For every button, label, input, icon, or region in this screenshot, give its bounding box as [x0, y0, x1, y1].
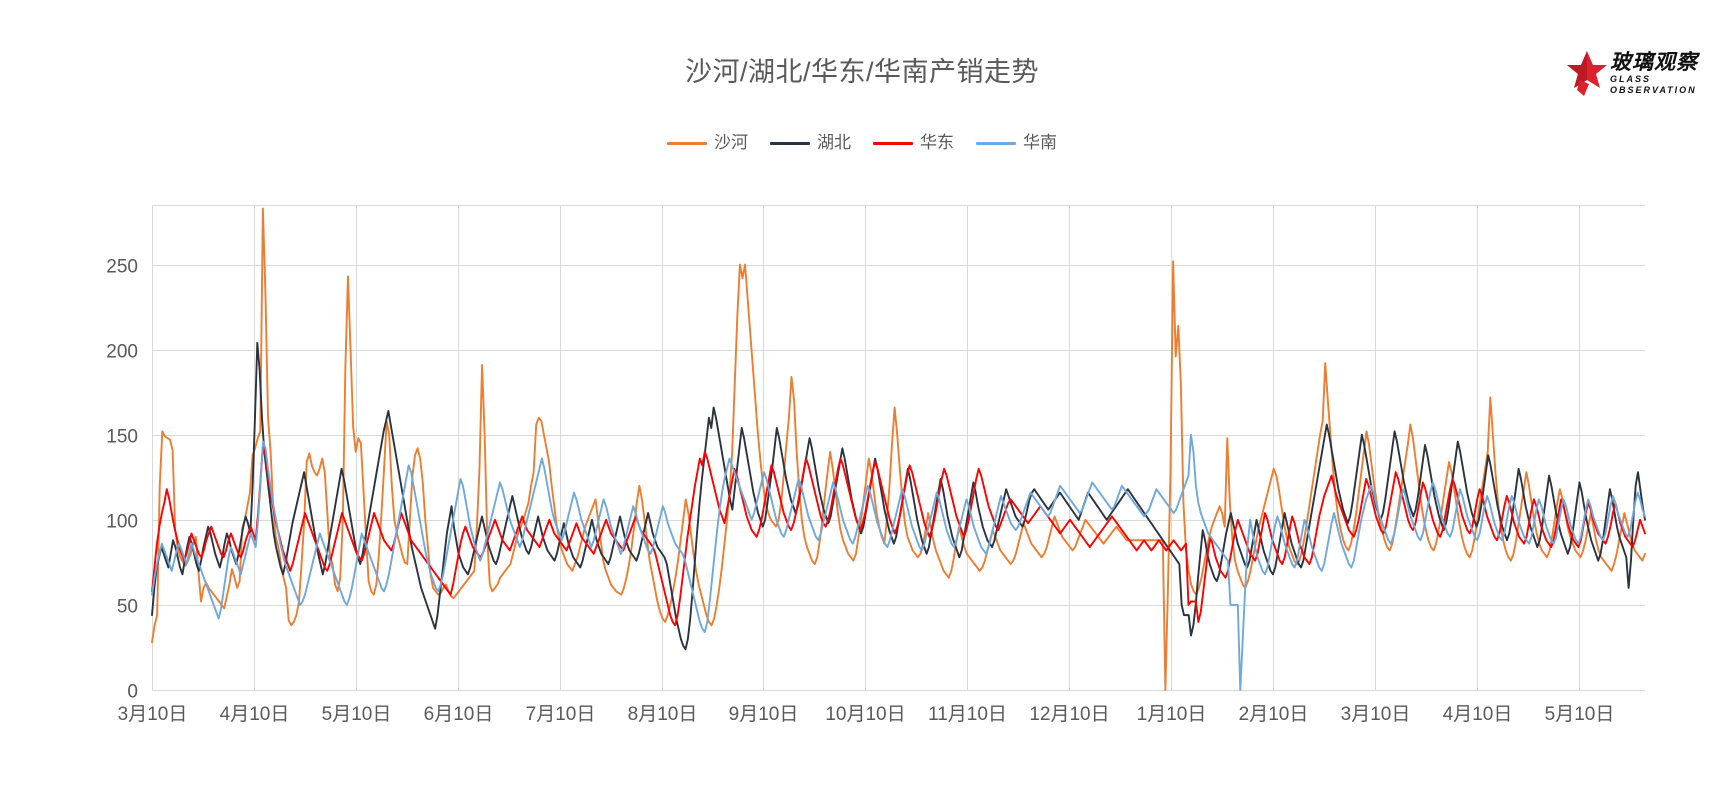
y-axis-labels: 0 50 100 150 200 250	[106, 257, 138, 703]
x-axis-tick-label: 3月10日	[1341, 704, 1411, 725]
gridlines	[152, 205, 1645, 691]
x-axis-tick-label: 7月10日	[526, 704, 596, 725]
x-axis-tick-label: 8月10日	[628, 704, 698, 725]
x-axis-tick-label: 11月10日	[928, 704, 1007, 725]
legend-swatch-icon	[976, 141, 1016, 145]
x-axis-tick-label: 5月10日	[322, 704, 392, 725]
legend-swatch-icon	[873, 141, 913, 145]
legend-label: 华南	[1023, 133, 1057, 152]
star-icon	[1566, 50, 1608, 96]
series-line-沙河	[151, 207, 1646, 691]
legend-item-1[interactable]: 湖北	[770, 134, 851, 152]
series-lines	[151, 207, 1646, 691]
legend-item-2[interactable]: 华东	[873, 134, 954, 152]
y-axis-tick-label: 200	[106, 342, 138, 363]
x-axis-tick-label: 12月10日	[1029, 704, 1109, 725]
x-axis-tick-label: 10月10日	[825, 704, 905, 725]
y-axis-tick-label: 50	[117, 597, 138, 618]
brand-logo: 玻璃观察 GLASS OBSERVATION	[1566, 42, 1704, 104]
legend-label: 湖北	[817, 133, 851, 152]
series-line-华东	[151, 442, 1646, 627]
y-axis-tick-label: 0	[127, 682, 138, 703]
legend-swatch-icon	[770, 141, 810, 145]
legend-swatch-icon	[667, 141, 707, 145]
legend-item-0[interactable]: 沙河	[667, 134, 748, 152]
logo-english-name: GLASS OBSERVATION	[1610, 73, 1697, 95]
logo-chinese-name: 玻璃观察	[1610, 49, 1698, 74]
x-axis-tick-label: 3月10日	[118, 704, 188, 725]
legend-label: 沙河	[714, 133, 748, 152]
x-axis-tick-label: 1月10日	[1137, 704, 1207, 725]
x-axis-labels: 3月10日 4月10日 5月10日 6月10日 7月10日 8月10日 9月10日 10月10…	[118, 704, 1615, 725]
logo-text: 玻璃观察 GLASS OBSERVATION	[1610, 49, 1704, 96]
x-axis-tick-label: 6月10日	[424, 704, 494, 725]
y-axis-tick-label: 150	[106, 427, 138, 448]
x-axis-tick-label: 5月10日	[1545, 704, 1615, 725]
series-line-华南	[151, 433, 1646, 691]
legend-label: 华东	[920, 133, 954, 152]
chart-title: 沙河/湖北/华东/华南产销走势	[684, 57, 1039, 87]
x-axis-tick-label: 2月10日	[1239, 704, 1309, 725]
chart-legend: 沙河 湖北 华东 华南	[0, 134, 1724, 152]
legend-item-3[interactable]: 华南	[976, 134, 1057, 152]
y-axis-tick-label: 100	[106, 512, 138, 533]
y-axis-tick-label: 250	[106, 257, 138, 278]
x-axis-tick-label: 9月10日	[729, 704, 799, 725]
x-axis-tick-label: 4月10日	[1443, 704, 1513, 725]
x-axis-tick-label: 4月10日	[220, 704, 290, 725]
